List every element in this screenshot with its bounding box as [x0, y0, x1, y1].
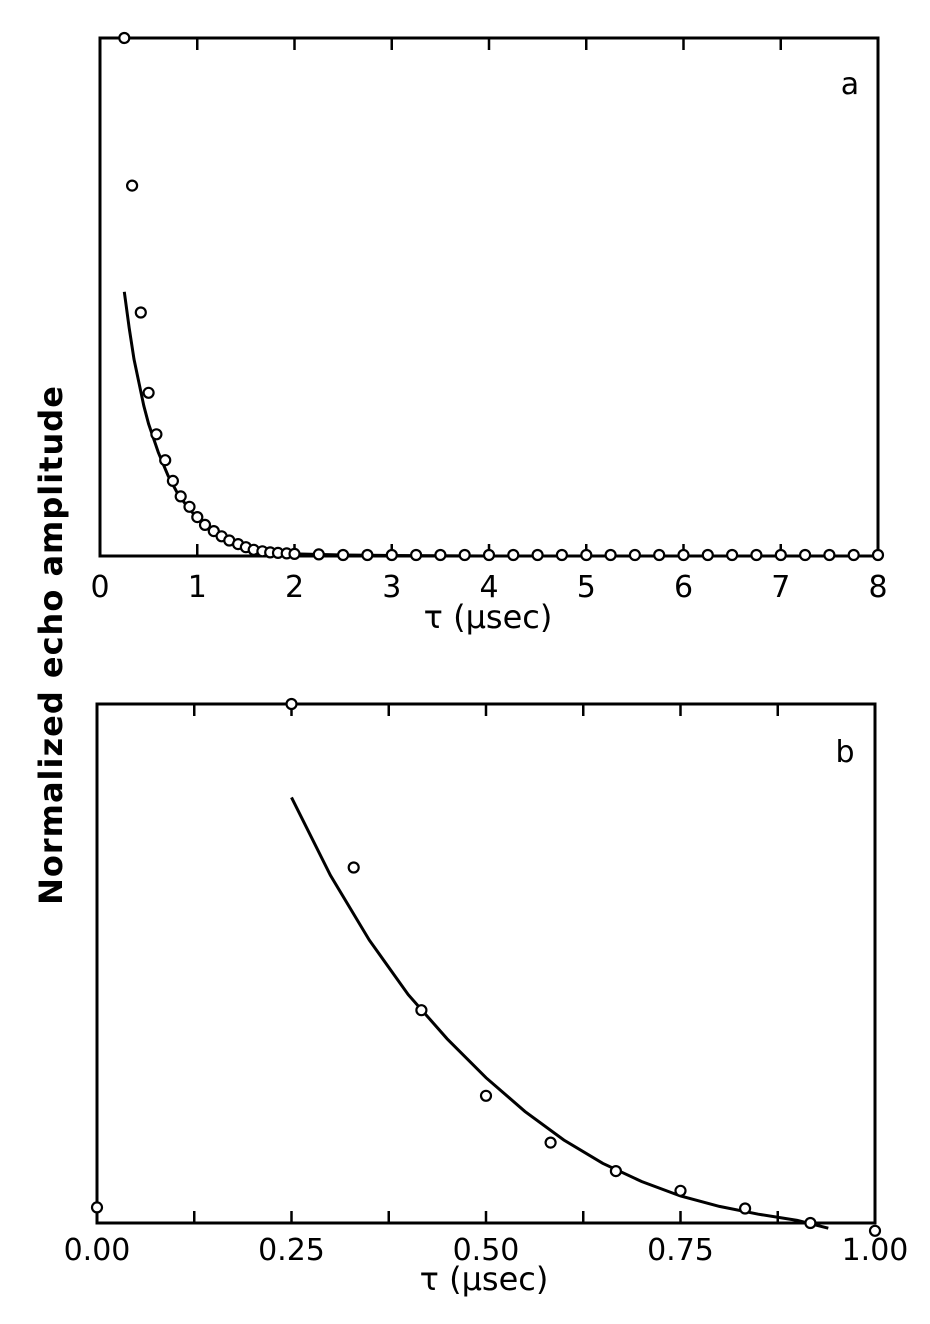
data-point [142, 386, 155, 399]
x-tick-label: 0.75 [647, 1233, 714, 1268]
y-axis-label: Normalized echo amplitude [32, 385, 70, 905]
data-point [434, 548, 447, 562]
data-point [312, 548, 325, 561]
panel-a-x-ticks [98, 38, 880, 556]
data-point [604, 548, 617, 562]
panel-b-x-axis-label: τ (μsec) [420, 1260, 549, 1298]
data-point [823, 548, 836, 562]
x-tick-label: 0.50 [453, 1233, 520, 1268]
data-point [674, 1184, 687, 1197]
data-point [701, 548, 714, 562]
data-point [725, 548, 739, 562]
data-point [653, 548, 666, 562]
data-point [555, 548, 569, 562]
data-point [198, 518, 212, 532]
x-tick-label: 0.25 [258, 1233, 325, 1268]
panel-a-fit-curve [122, 291, 878, 558]
x-tick-label: 6 [674, 570, 693, 605]
data-point [458, 548, 471, 562]
x-tick-label: 1 [188, 570, 207, 605]
x-tick-label: 0 [90, 570, 109, 605]
data-point [738, 1202, 752, 1215]
x-tick-label: 2 [285, 570, 304, 605]
panel-b-fit-curve [290, 796, 829, 1230]
data-point [798, 548, 812, 562]
data-point [628, 548, 642, 562]
x-tick-label: 5 [577, 570, 596, 605]
data-point [507, 548, 520, 562]
x-tick-label: 1.00 [842, 1233, 909, 1268]
data-point [482, 548, 496, 562]
panel-a-x-tick-labels: 0 1 2 3 4 5 6 7 8 [90, 570, 887, 605]
panel-b-letter: b [835, 735, 854, 770]
x-tick-label: 0.00 [64, 1233, 131, 1268]
data-point [871, 548, 885, 562]
data-point [677, 548, 690, 562]
panel-b-x-ticks [95, 704, 877, 1223]
panel-a-x-axis-label: τ (μsec) [424, 598, 553, 636]
data-point [166, 474, 179, 487]
data-point [347, 861, 360, 874]
panel-a-letter: a [841, 67, 859, 102]
data-point [159, 454, 172, 467]
data-point [183, 500, 196, 513]
data-point [750, 548, 763, 562]
panel-b-frame [95, 702, 877, 1225]
data-point [337, 548, 350, 562]
data-point [118, 31, 131, 45]
data-point [544, 1136, 557, 1149]
data-point [410, 548, 423, 562]
data-point [479, 1089, 493, 1102]
data-point [288, 547, 301, 561]
data-point [90, 1201, 104, 1214]
panel-b-x-tick-labels: 0.00 0.25 0.50 0.75 1.00 [64, 1233, 909, 1268]
data-point [868, 1224, 882, 1237]
data-point [804, 1216, 817, 1230]
data-point [385, 548, 398, 562]
x-tick-label: 4 [479, 570, 498, 605]
data-point [580, 548, 593, 562]
data-point [609, 1164, 623, 1178]
data-point [174, 490, 187, 503]
data-point [847, 548, 860, 562]
data-point [126, 179, 139, 192]
data-point [415, 1004, 428, 1017]
x-tick-label: 3 [382, 570, 401, 605]
data-point [361, 548, 374, 562]
data-point [191, 510, 204, 524]
data-point [531, 548, 544, 562]
data-point [774, 548, 787, 562]
data-point [134, 306, 147, 319]
x-tick-label: 8 [868, 570, 887, 605]
panel-a-data-points [118, 31, 885, 562]
panel-a-frame [98, 36, 880, 558]
panel-a: 0 1 2 3 4 5 6 7 8 a τ (μsec) [90, 31, 888, 636]
x-tick-label: 7 [771, 570, 790, 605]
data-point [285, 697, 298, 711]
panel-b: 0.00 0.25 0.50 0.75 1.00 b τ (μsec) [64, 697, 909, 1298]
data-point [150, 428, 163, 441]
panel-b-data-points [90, 697, 882, 1237]
